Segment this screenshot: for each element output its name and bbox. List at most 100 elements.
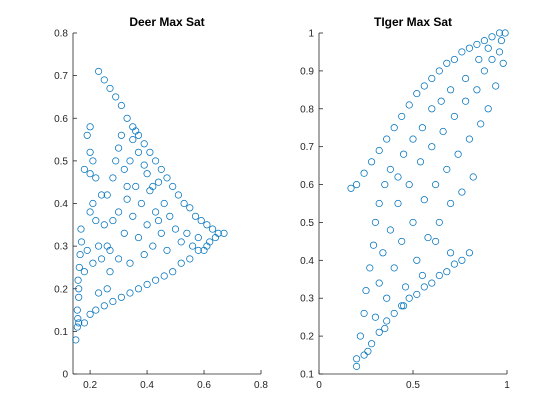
data-point — [383, 135, 391, 143]
data-point — [443, 59, 451, 67]
y-tick-label: 0.8 — [300, 104, 314, 115]
x-tick-label: 0.6 — [197, 380, 211, 391]
data-point — [203, 221, 211, 229]
data-point — [157, 229, 165, 237]
data-point — [194, 246, 202, 254]
data-point — [89, 259, 97, 267]
data-point — [398, 302, 406, 310]
data-point — [106, 268, 114, 276]
y-tick-label: 0.5 — [300, 218, 314, 229]
data-point — [347, 184, 355, 192]
data-point — [447, 249, 455, 257]
y-tick-label: 0.4 — [300, 256, 314, 267]
data-point — [353, 355, 361, 363]
data-point — [386, 226, 394, 234]
data-point — [117, 131, 125, 139]
data-point — [462, 74, 470, 83]
data-point — [484, 44, 492, 52]
data-point — [497, 37, 505, 45]
y-tick-label: 0.5 — [54, 156, 68, 167]
data-point — [92, 306, 100, 314]
data-point — [154, 217, 163, 225]
data-point — [495, 48, 504, 56]
data-point — [371, 313, 379, 321]
data-point — [405, 181, 413, 189]
data-point — [177, 259, 185, 267]
data-point — [379, 249, 387, 257]
data-point — [371, 218, 379, 226]
data-point — [400, 302, 408, 310]
data-point — [77, 238, 86, 246]
data-point — [488, 33, 496, 41]
data-point — [375, 146, 383, 155]
data-point — [149, 182, 157, 191]
data-point — [163, 174, 171, 182]
data-point — [106, 246, 114, 254]
y-tick-label: 0.2 — [300, 332, 314, 343]
data-point — [146, 148, 154, 156]
data-point — [390, 309, 398, 317]
data-point — [149, 242, 157, 250]
y-tick-label: 0 — [62, 370, 68, 381]
data-point — [465, 44, 473, 52]
data-point — [143, 221, 151, 229]
data-point — [435, 218, 443, 226]
data-point — [465, 249, 473, 257]
data-point — [383, 317, 391, 325]
data-point — [420, 196, 428, 204]
data-point — [169, 268, 177, 276]
data-point — [475, 55, 483, 64]
data-point — [186, 255, 194, 263]
plot-title: TIger Max Sat — [374, 15, 452, 29]
data-point — [126, 157, 134, 165]
data-point — [140, 251, 148, 259]
y-tick-label: 1 — [308, 29, 314, 40]
data-point — [447, 199, 455, 208]
data-point — [86, 148, 94, 156]
data-point — [413, 290, 421, 298]
data-point — [86, 310, 94, 318]
y-tick-label: 0.6 — [300, 180, 314, 191]
data-point — [501, 29, 509, 37]
data-point — [383, 294, 391, 302]
data-point — [95, 242, 103, 250]
data-point — [398, 237, 406, 245]
data-point — [169, 182, 177, 191]
data-point — [189, 242, 197, 250]
data-point — [484, 105, 492, 113]
data-point — [369, 241, 378, 249]
data-point — [80, 268, 88, 276]
data-point — [137, 199, 145, 208]
y-tick-label: 0.2 — [54, 284, 68, 295]
y-tick-label: 0.3 — [300, 294, 314, 305]
x-tick-label: 1 — [504, 380, 510, 391]
data-point — [109, 174, 117, 182]
data-point — [435, 67, 443, 75]
data-point — [75, 293, 83, 301]
data-point — [214, 229, 222, 237]
data-point — [109, 297, 117, 306]
data-point — [360, 351, 368, 359]
data-point — [480, 37, 488, 45]
data-point — [97, 191, 106, 199]
data-point — [200, 246, 208, 254]
data-point — [129, 136, 137, 144]
data-point — [157, 165, 165, 173]
data-point — [115, 208, 123, 216]
data-point — [126, 259, 134, 267]
data-point — [405, 294, 413, 302]
data-point — [123, 182, 131, 191]
data-point — [368, 158, 376, 166]
data-point — [140, 161, 148, 169]
data-point — [129, 212, 137, 220]
data-point — [123, 195, 131, 203]
data-point — [103, 285, 111, 293]
data-point — [381, 181, 389, 189]
data-point — [401, 283, 410, 291]
y-tick-label: 0.9 — [300, 66, 314, 77]
y-tick-label: 0.7 — [300, 142, 314, 153]
data-point — [424, 234, 432, 242]
data-point — [375, 328, 383, 336]
data-point — [132, 182, 140, 191]
data-point — [92, 174, 100, 182]
